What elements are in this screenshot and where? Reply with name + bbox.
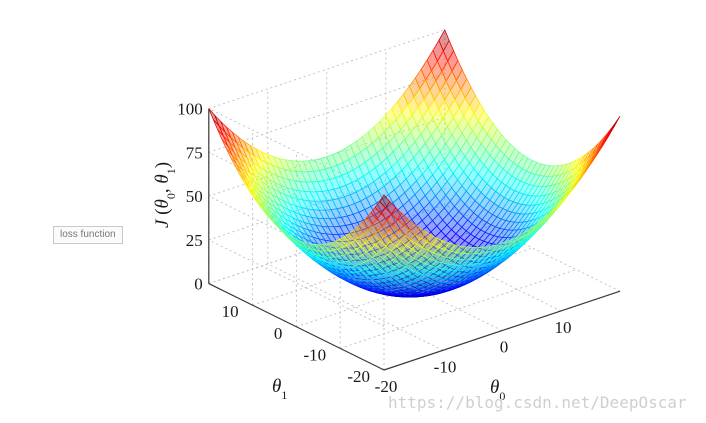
z-tick-label: 50 <box>186 187 203 206</box>
grid-line <box>208 204 445 285</box>
y-tick-label: -10 <box>304 345 327 364</box>
grid-line <box>340 269 577 349</box>
y-tick-label: 0 <box>274 324 283 343</box>
axes-box <box>208 108 621 371</box>
z-tick-label: 100 <box>177 100 203 119</box>
watermark: https://blog.csdn.net/DeepOscar <box>388 393 687 412</box>
y-axis-line <box>208 283 385 371</box>
z-tick-label: 75 <box>186 143 203 162</box>
grid-line <box>296 247 533 328</box>
x-tick-label: -20 <box>375 377 398 396</box>
surface-mesh <box>208 28 621 298</box>
x-tick-label: 10 <box>555 318 572 337</box>
surface-patch <box>379 194 391 209</box>
y-tick-label: -20 <box>347 367 370 386</box>
surface-patch <box>208 108 220 127</box>
grid-line <box>252 225 489 306</box>
grid-line <box>208 160 445 241</box>
y-tick-label: 10 <box>222 302 239 321</box>
y-axis-label: θ1 <box>272 376 287 402</box>
z-tick-label: 0 <box>194 275 203 294</box>
x-axis-line <box>383 290 621 371</box>
z-tick-label: 25 <box>186 231 203 250</box>
loss-function-tag: loss function <box>53 226 123 244</box>
grid-line <box>208 29 445 110</box>
grid-line <box>208 116 445 197</box>
z-axis-label: J (θ0, θ1) <box>152 162 178 228</box>
tick-labels: 0 25 50 75 100 -20 -10 0 10 -20 -10 0 10 <box>177 100 571 396</box>
grid-line <box>208 73 445 153</box>
x-tick-label: 0 <box>500 338 509 357</box>
x-axis-label: θ0 <box>490 377 505 403</box>
x-tick-label: -10 <box>434 357 457 376</box>
